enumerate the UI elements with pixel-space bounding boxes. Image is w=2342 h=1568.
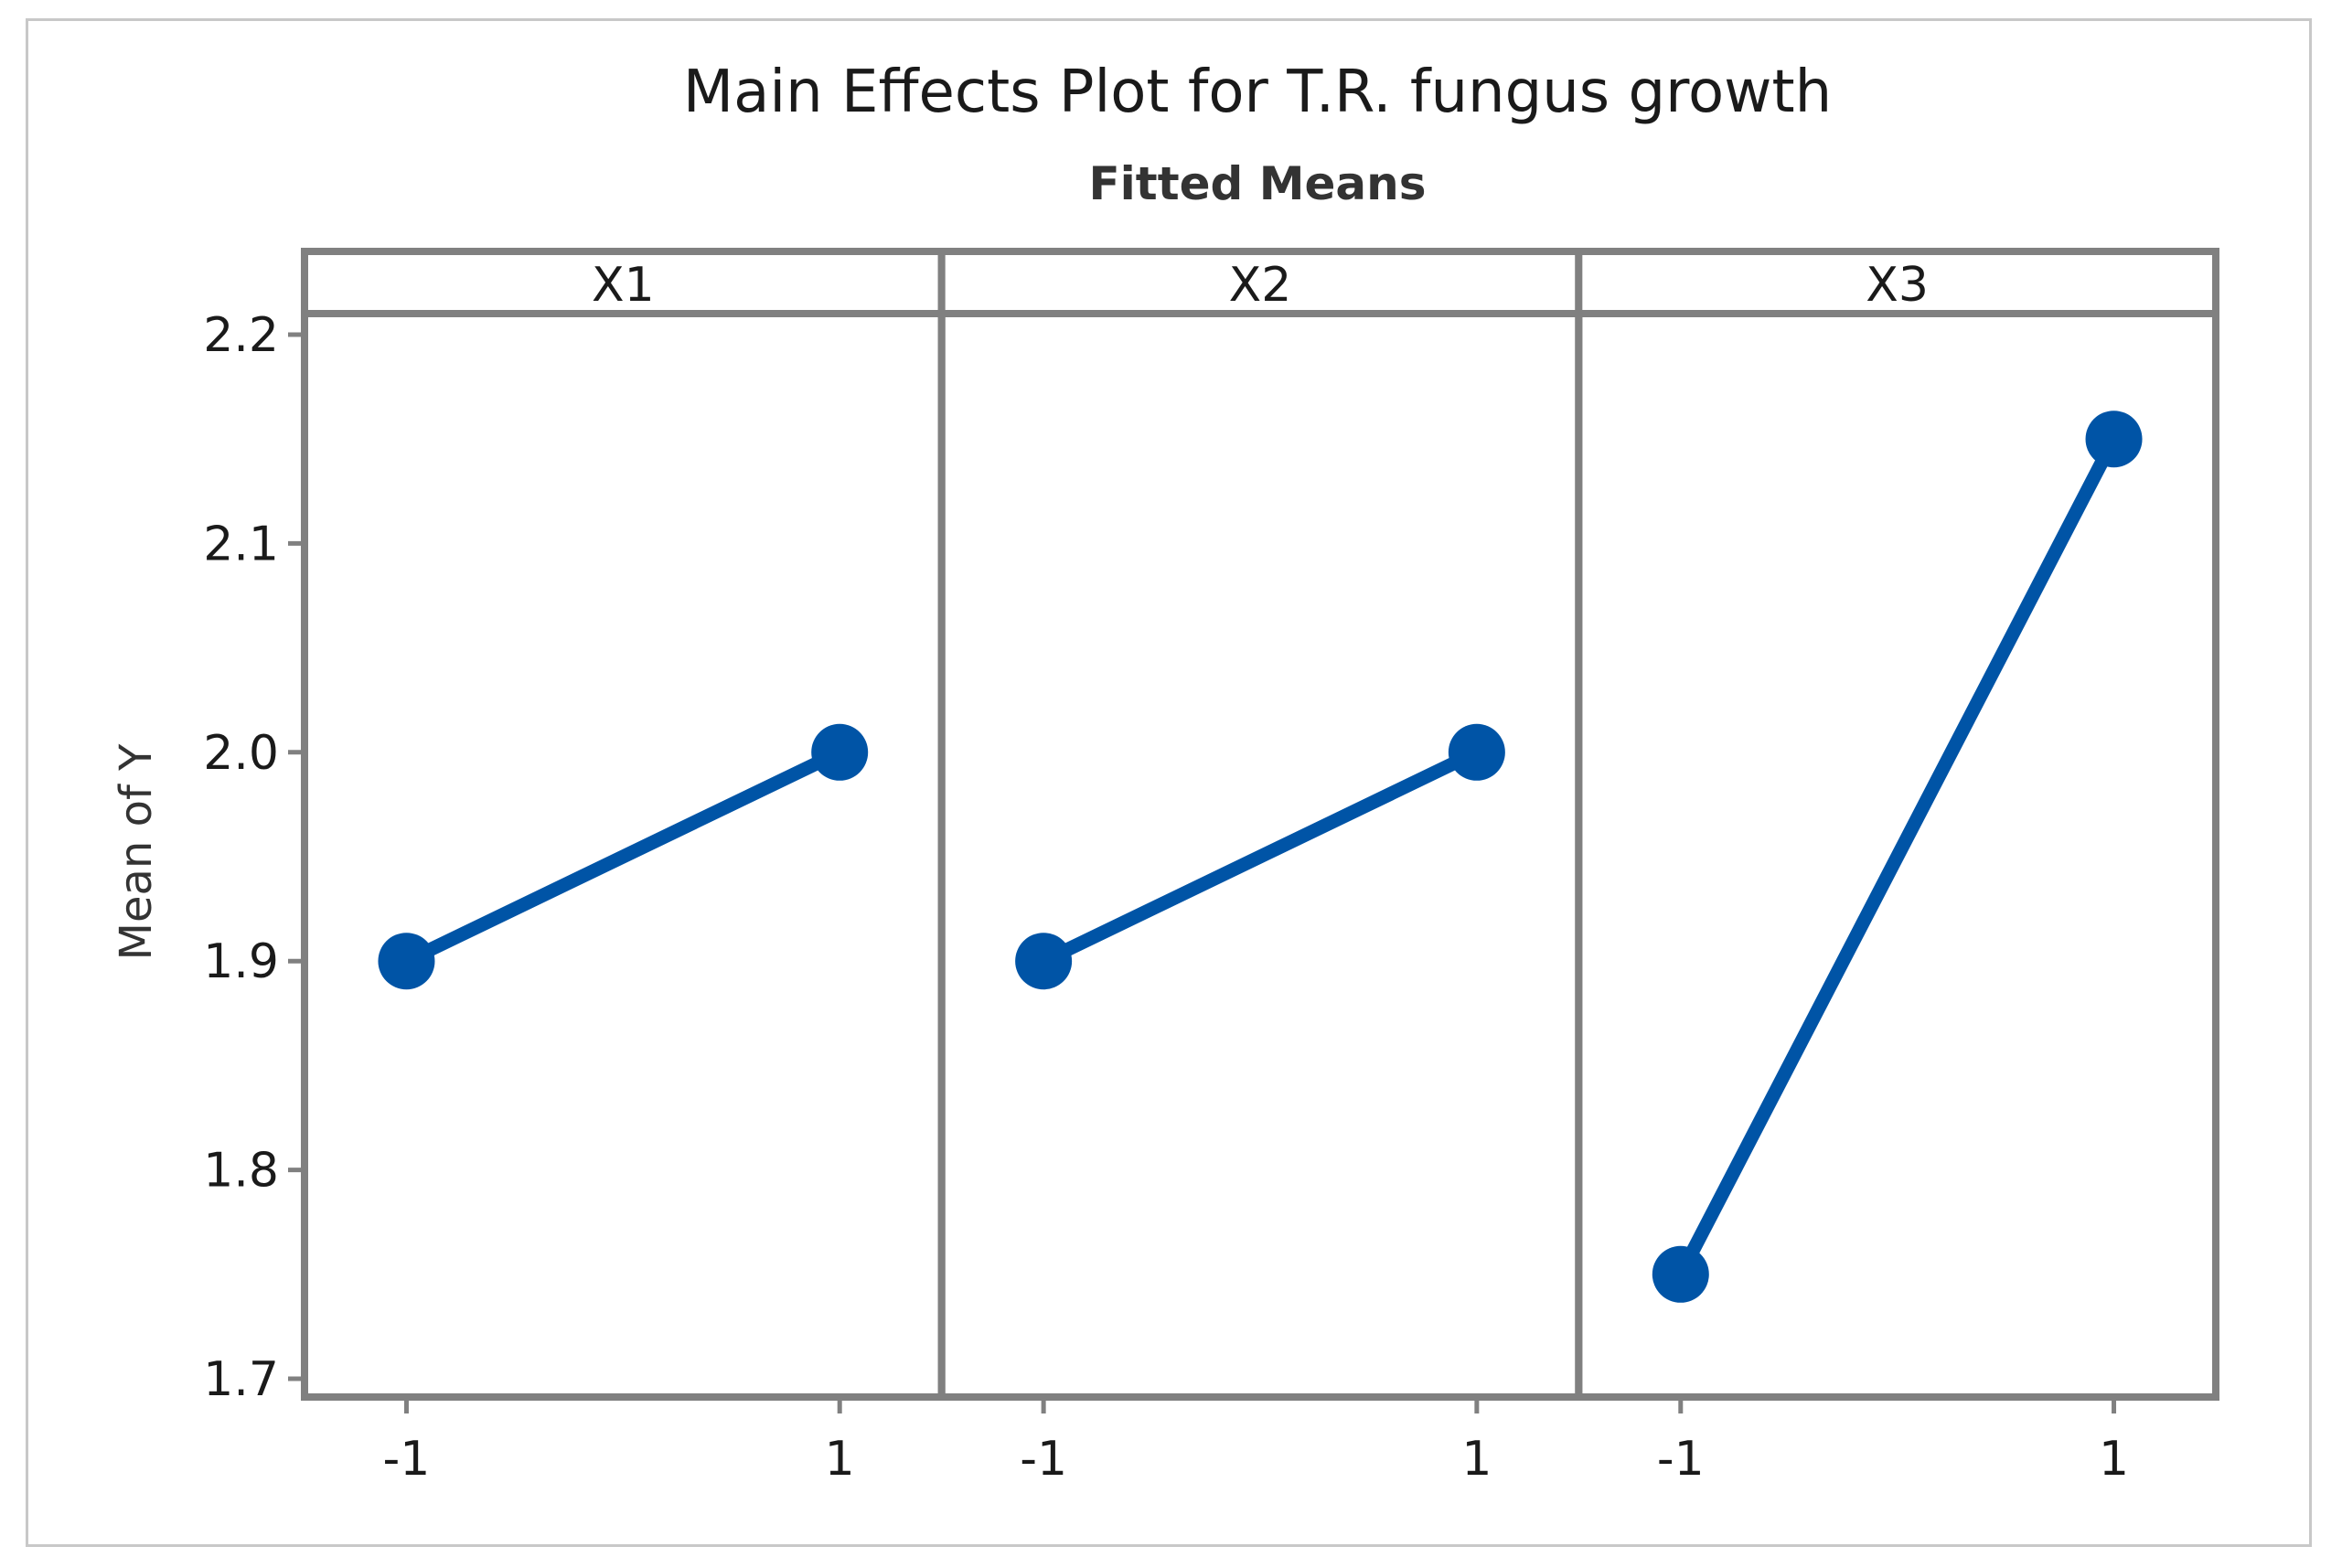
y-tick-label: 1.7 bbox=[203, 1352, 279, 1407]
data-point-x2 bbox=[1015, 933, 1073, 990]
data-point-x2 bbox=[1448, 723, 1505, 781]
panel-label-x1: X1 bbox=[592, 258, 655, 313]
panel-label-x2: X2 bbox=[1229, 258, 1292, 313]
y-axis: 1.7 1.8 1.9 2.0 2.1 2.2 bbox=[203, 251, 308, 1407]
y-axis-label: Mean of Y bbox=[111, 743, 162, 961]
y-tick-label: 2.0 bbox=[203, 726, 279, 781]
data-point-x1 bbox=[811, 723, 869, 781]
panel-label-x3: X3 bbox=[1866, 258, 1929, 313]
x-tick-label-x3: -1 bbox=[1657, 1432, 1705, 1487]
panel-strip-x3 bbox=[1575, 248, 2220, 317]
x-tick-label-x1: 1 bbox=[825, 1432, 855, 1487]
x-tick-label-x1: -1 bbox=[383, 1432, 431, 1487]
chart-subtitle: Fitted Means bbox=[1089, 157, 1427, 210]
series-line-x2 bbox=[1036, 745, 1484, 968]
x-tick-label-x2: -1 bbox=[1020, 1432, 1067, 1487]
data-point-x3 bbox=[2085, 411, 2143, 468]
data-point-x3 bbox=[1652, 1245, 1709, 1303]
series-line-x1 bbox=[399, 745, 847, 968]
panel-frame-x3 bbox=[1575, 310, 2220, 1401]
y-tick-label: 1.9 bbox=[203, 934, 279, 989]
y-tick-label: 2.2 bbox=[203, 308, 279, 363]
x-tick-label-x3: 1 bbox=[2099, 1432, 2129, 1487]
x-tick-label-x2: 1 bbox=[1461, 1432, 1492, 1487]
y-tick-label: 2.1 bbox=[203, 517, 279, 571]
series-line-x3 bbox=[1674, 432, 2122, 1282]
panels-layer: X1 -1 1 X2 -1 1 X3 -1 1 bbox=[301, 248, 2220, 1487]
series-layer bbox=[378, 411, 2143, 1303]
y-tick-label: 1.8 bbox=[203, 1144, 279, 1199]
chart-title: Main Effects Plot for T.R. fungus growth bbox=[683, 59, 1832, 126]
data-point-x1 bbox=[378, 933, 435, 990]
